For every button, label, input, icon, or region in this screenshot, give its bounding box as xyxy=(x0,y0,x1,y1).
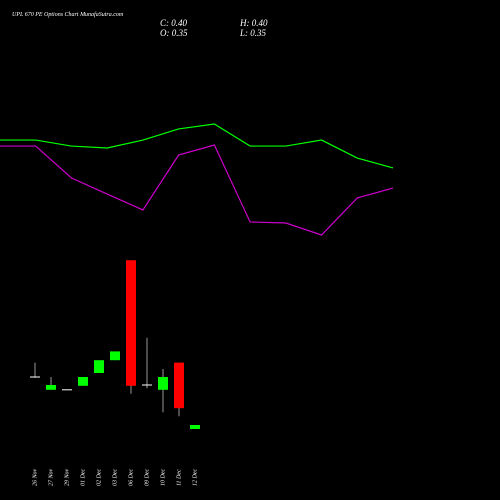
x-tick-label: 02 Dec xyxy=(96,469,102,486)
candle-body xyxy=(158,377,168,390)
line-series xyxy=(0,144,394,236)
candle-body xyxy=(78,377,88,386)
line-series xyxy=(0,123,394,169)
candle-body xyxy=(94,360,104,373)
close-label: C: 0.40 xyxy=(160,18,188,28)
high-label: H: 0.40 xyxy=(239,18,268,28)
open-label: O: 0.35 xyxy=(160,28,188,38)
candle-body xyxy=(174,362,184,409)
x-tick-label: 11 Dec xyxy=(176,469,182,486)
x-tick-label: 03 Dec xyxy=(112,469,118,486)
candle-body xyxy=(126,260,136,386)
x-tick-label: 06 Dec xyxy=(128,469,134,486)
x-tick-label: 26 Nov xyxy=(32,468,38,486)
candle-body xyxy=(110,351,120,361)
x-tick-label: 27 Nov xyxy=(48,468,54,486)
x-tick-label: 10 Dec xyxy=(160,469,166,486)
x-tick-label: 12 Dec xyxy=(192,469,198,486)
x-tick-label: 09 Dec xyxy=(144,469,150,486)
chart-title: UPL 670 PE Options Chart MunafaSutra.com xyxy=(12,11,124,18)
candle-body xyxy=(190,425,200,429)
x-tick-label: 01 Dec xyxy=(80,469,86,486)
low-label: L: 0.35 xyxy=(239,28,267,38)
candle-body xyxy=(46,385,56,390)
x-tick-label: 29 Nov xyxy=(64,468,70,486)
